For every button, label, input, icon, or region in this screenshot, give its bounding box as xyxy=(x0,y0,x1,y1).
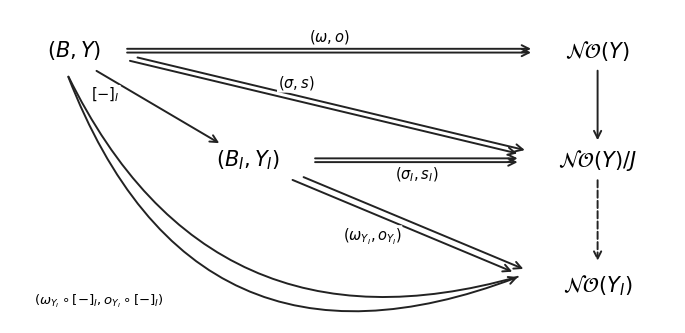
Text: $\mathcal{NO}(Y)$: $\mathcal{NO}(Y)$ xyxy=(565,39,630,63)
Text: $(\omega,o)$: $(\omega,o)$ xyxy=(309,28,349,46)
Text: $(B,Y)$: $(B,Y)$ xyxy=(47,39,101,62)
Text: $\mathcal{NO}(Y)/J$: $\mathcal{NO}(Y)/J$ xyxy=(558,148,637,173)
Text: $[-]_I$: $[-]_I$ xyxy=(91,86,120,104)
Text: $(B_I,Y_I)$: $(B_I,Y_I)$ xyxy=(216,149,281,172)
FancyArrowPatch shape xyxy=(68,77,518,297)
Text: $(\omega_{Y_I},o_{Y_I})$: $(\omega_{Y_I},o_{Y_I})$ xyxy=(342,226,401,247)
Text: $(\omega_{Y_I}\circ[-]_I,o_{Y_I}\circ[-]_I)$: $(\omega_{Y_I}\circ[-]_I,o_{Y_I}\circ[-]… xyxy=(34,292,164,310)
Text: $(\sigma_I,s_I)$: $(\sigma_I,s_I)$ xyxy=(395,166,438,184)
Text: $(\sigma,s)$: $(\sigma,s)$ xyxy=(277,74,314,92)
Text: $\mathcal{NO}(Y_I)$: $\mathcal{NO}(Y_I)$ xyxy=(563,273,632,298)
FancyArrowPatch shape xyxy=(68,77,516,311)
